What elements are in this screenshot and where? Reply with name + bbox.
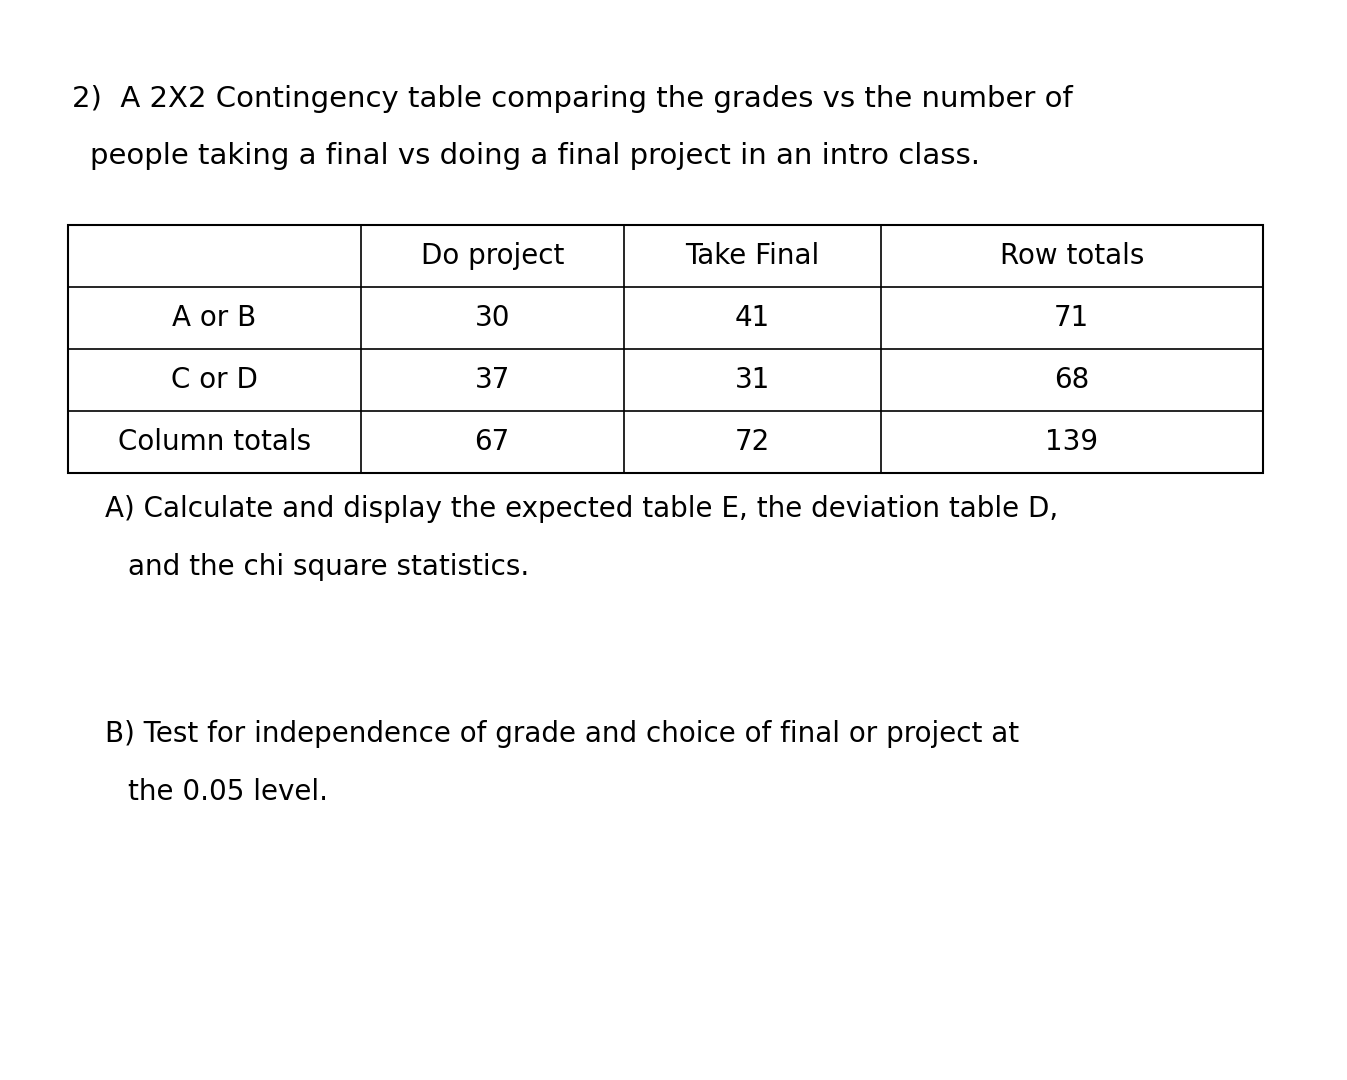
Text: B) Test for independence of grade and choice of final or project at: B) Test for independence of grade and ch…: [105, 720, 1020, 748]
Text: and the chi square statistics.: and the chi square statistics.: [128, 553, 529, 581]
Text: 72: 72: [734, 428, 769, 456]
Text: 37: 37: [474, 366, 511, 394]
Text: 71: 71: [1055, 303, 1090, 332]
Text: 30: 30: [474, 303, 511, 332]
Text: Column totals: Column totals: [117, 428, 311, 456]
Text: 31: 31: [734, 366, 770, 394]
Text: Take Final: Take Final: [686, 242, 819, 270]
Text: 2)  A 2X2 Contingency table comparing the grades vs the number of: 2) A 2X2 Contingency table comparing the…: [71, 85, 1072, 113]
Text: 139: 139: [1045, 428, 1098, 456]
Text: C or D: C or D: [171, 366, 257, 394]
Text: Do project: Do project: [420, 242, 564, 270]
Text: people taking a final vs doing a final project in an intro class.: people taking a final vs doing a final p…: [90, 141, 981, 170]
Text: 68: 68: [1055, 366, 1090, 394]
Text: A) Calculate and display the expected table E, the deviation table D,: A) Calculate and display the expected ta…: [105, 495, 1059, 523]
Text: 41: 41: [734, 303, 769, 332]
Text: the 0.05 level.: the 0.05 level.: [128, 778, 329, 806]
Bar: [67, 225, 1263, 473]
Text: 67: 67: [474, 428, 511, 456]
Text: Row totals: Row totals: [999, 242, 1144, 270]
Text: A or B: A or B: [172, 303, 256, 332]
